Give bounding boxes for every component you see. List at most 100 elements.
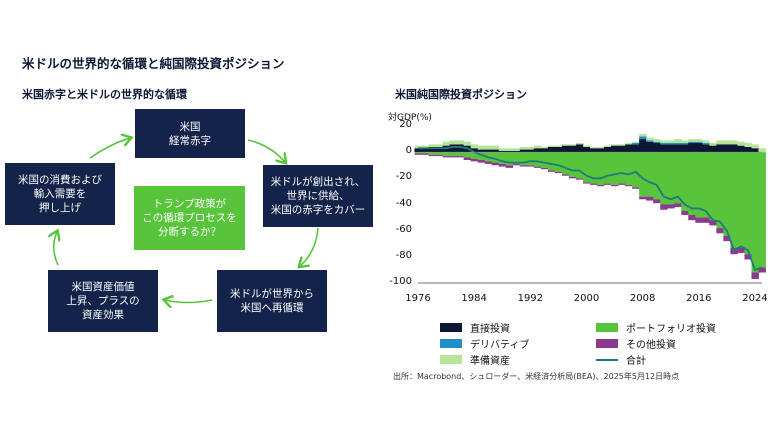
bar-segment <box>702 217 710 223</box>
bar-segment <box>590 148 598 153</box>
bar-segment <box>702 144 710 153</box>
cycle-arrows <box>0 0 319 380</box>
y-tick-label: -60 <box>395 223 412 235</box>
bar-segment <box>702 140 710 144</box>
bar-segment <box>646 196 654 201</box>
bar-segment <box>442 141 450 146</box>
bar-segment <box>730 140 738 145</box>
bar-segment <box>568 145 577 153</box>
bar-segment <box>498 152 507 164</box>
bar-segment <box>632 141 640 144</box>
bar-segment <box>554 171 563 174</box>
bar-segment <box>611 184 619 187</box>
bar-segment <box>751 144 759 149</box>
bar-segment <box>505 150 514 153</box>
bar-segment <box>421 148 429 153</box>
bar-segment <box>449 152 458 157</box>
arrow-right-to-bottomright <box>300 227 319 266</box>
legend-swatch <box>440 339 462 348</box>
chart-title: 米国純国際投資ポジション <box>395 88 527 101</box>
bar-segment <box>723 140 731 145</box>
bar-segment <box>639 136 647 140</box>
bar-segment <box>414 145 422 149</box>
bar-segment <box>582 182 591 184</box>
bar-segment <box>632 144 640 153</box>
bar-segment <box>688 143 696 153</box>
bar-segment <box>470 152 479 159</box>
legend-reserve-assets: 準備資産 <box>440 352 510 367</box>
bar-segment <box>681 143 689 145</box>
bar-segment <box>590 152 598 184</box>
bar-segment <box>421 152 429 154</box>
bar-segment <box>653 152 661 200</box>
bar-segment <box>723 235 731 242</box>
y-tick-label: -40 <box>395 197 412 209</box>
y-tick-label: 0 <box>405 145 412 157</box>
bar-segment <box>477 160 486 163</box>
bar-segment <box>575 178 584 180</box>
bar-segment <box>737 141 745 146</box>
bar-segment <box>751 148 759 153</box>
bar-segment <box>561 174 570 176</box>
bar-segment <box>758 267 766 273</box>
bar-segment <box>575 152 584 179</box>
bar-segment <box>540 148 549 153</box>
bar-segment <box>547 146 556 153</box>
bar-segment <box>611 145 619 153</box>
bar-segment <box>512 152 521 164</box>
bar-segment <box>604 152 612 184</box>
bar-segment <box>414 148 422 153</box>
bar-segment <box>498 148 507 151</box>
bar-segment <box>646 141 654 153</box>
bar-segment <box>737 145 745 153</box>
bar-segment <box>547 145 556 147</box>
bar-segment <box>688 141 696 144</box>
legend-swatch <box>596 358 618 361</box>
bar-segment <box>709 143 717 146</box>
bar-segment <box>526 146 535 150</box>
bar-segment <box>702 152 710 218</box>
source-note: 出所：Macrobond、シュローダー、米経済分析局(BEA)、2025年5月1… <box>393 372 680 381</box>
legend-label: デリバティブ <box>470 340 530 351</box>
bar-segment <box>667 144 675 153</box>
bar-segment <box>435 146 443 153</box>
bar-segment <box>526 149 535 153</box>
bar-segment <box>582 146 591 153</box>
left-subtitle: 米国赤字と米ドルの世界的な循環 <box>22 88 187 101</box>
bar-segment <box>463 157 472 161</box>
bar-segment <box>463 152 472 158</box>
cycle-box-consumption: 米国の消費および 輸入需要を 押し上げ <box>5 163 115 225</box>
bar-segment <box>646 152 654 197</box>
bar-segment <box>667 152 675 205</box>
bar-segment <box>575 144 584 153</box>
bar-segment <box>751 152 759 273</box>
bar-segment <box>561 145 570 153</box>
bar-segment <box>470 158 479 162</box>
bar-segment <box>526 152 535 166</box>
bar-segment <box>484 149 493 153</box>
bar-segment <box>456 144 465 153</box>
bar-segment <box>695 141 703 144</box>
bar-segment <box>470 148 479 153</box>
bar-segment <box>456 140 465 145</box>
bar-segment <box>639 152 647 197</box>
bar-segment <box>540 146 549 149</box>
cycle-box-current-account-deficit: 米国 経常赤字 <box>135 109 245 158</box>
bar-segment <box>695 139 703 142</box>
bar-segment <box>674 139 682 143</box>
bar-segment <box>716 140 724 145</box>
bar-segment <box>604 146 612 153</box>
bar-segment <box>716 144 724 153</box>
bar-segment <box>653 143 661 153</box>
bar-segment <box>428 146 436 153</box>
bar-segment <box>568 144 577 146</box>
bar-segment <box>512 150 521 153</box>
bar-segment <box>618 183 626 185</box>
bar-segment <box>491 149 500 153</box>
legend-portfolio-investment: ポートフォリオ投資 <box>596 320 716 335</box>
bar-segment <box>604 183 612 185</box>
legend-label: 直接投資 <box>470 324 510 335</box>
legend-label: ポートフォリオ投資 <box>626 324 716 335</box>
bar-segment <box>639 139 647 153</box>
